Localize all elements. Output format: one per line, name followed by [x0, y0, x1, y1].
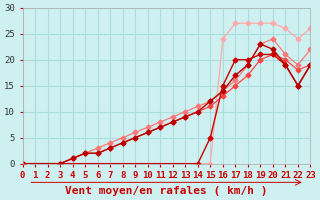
X-axis label: Vent moyen/en rafales ( km/h ): Vent moyen/en rafales ( km/h )	[65, 186, 268, 196]
